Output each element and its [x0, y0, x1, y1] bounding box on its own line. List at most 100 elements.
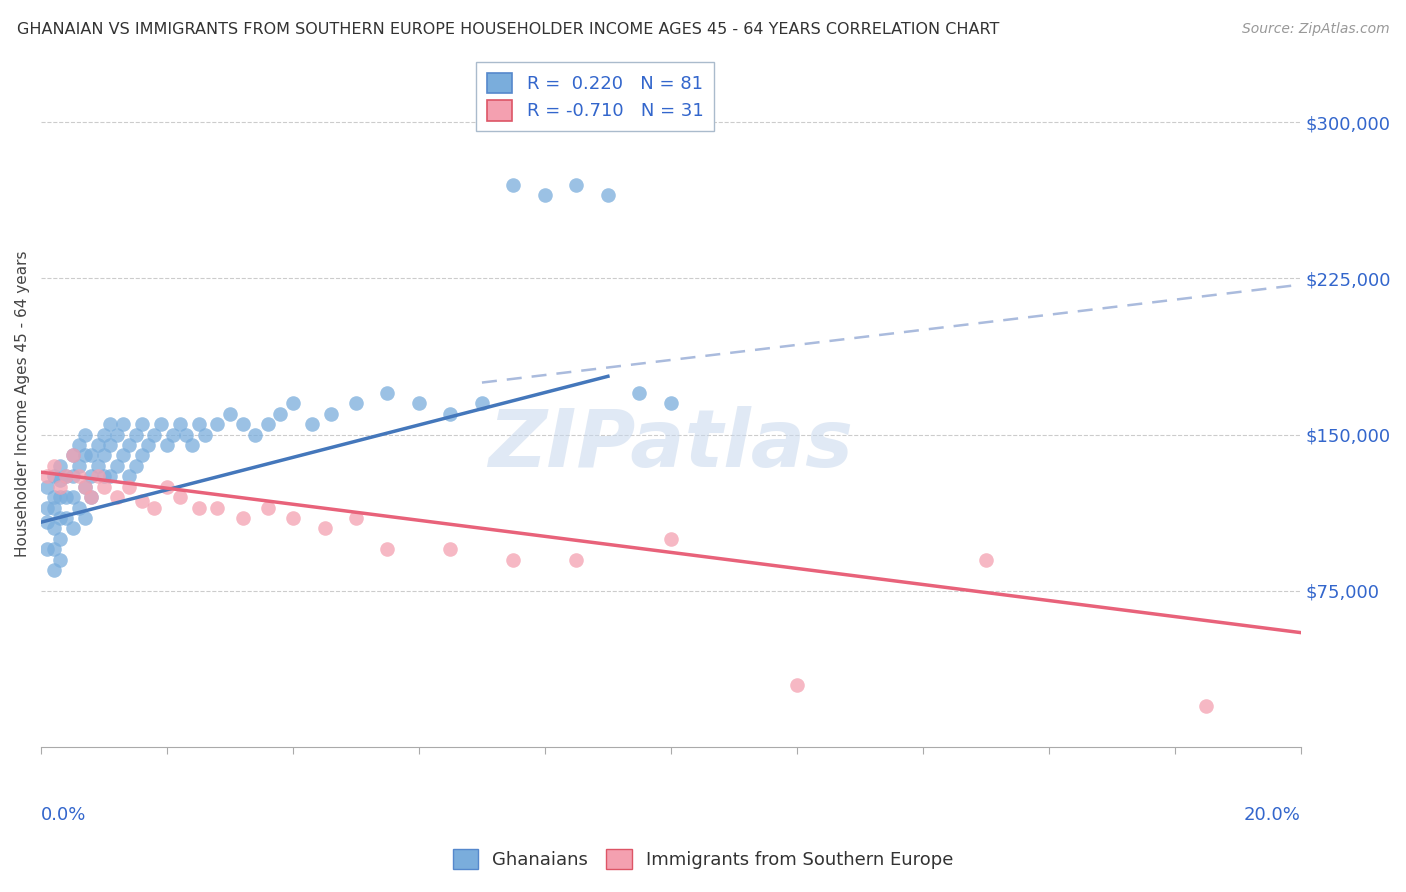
Point [143, 500, 166, 515]
Point [565, 552, 588, 566]
Point [75, 480, 97, 494]
Point [55, 469, 77, 483]
Point [149, 417, 172, 432]
Point [80, 490, 103, 504]
Point [169, 417, 191, 432]
Point [124, 458, 146, 473]
Point [42, 542, 65, 557]
Point [80, 490, 103, 504]
Point [87, 438, 110, 452]
Point [502, 552, 524, 566]
Point [377, 386, 399, 401]
Point [75, 480, 97, 494]
Point [37, 500, 59, 515]
Point [62, 449, 84, 463]
Point [439, 407, 461, 421]
Point [105, 458, 128, 473]
Point [124, 427, 146, 442]
Point [1195, 698, 1218, 713]
Text: Source: ZipAtlas.com: Source: ZipAtlas.com [1241, 22, 1389, 37]
Point [207, 417, 229, 432]
Point [181, 438, 204, 452]
Point [281, 511, 304, 525]
Point [439, 542, 461, 557]
Point [256, 500, 278, 515]
Text: GHANAIAN VS IMMIGRANTS FROM SOUTHERN EUROPE HOUSEHOLDER INCOME AGES 45 - 64 YEAR: GHANAIAN VS IMMIGRANTS FROM SOUTHERN EUR… [17, 22, 1000, 37]
Point [49, 474, 72, 488]
Point [344, 511, 367, 525]
Point [187, 417, 209, 432]
Text: ZIPatlas: ZIPatlas [488, 406, 853, 483]
Point [93, 427, 115, 442]
Point [55, 469, 77, 483]
Point [162, 427, 184, 442]
Point [55, 511, 77, 525]
Point [67, 438, 90, 452]
Point [232, 417, 254, 432]
Point [194, 427, 217, 442]
Point [408, 396, 430, 410]
Point [174, 427, 197, 442]
Point [100, 469, 122, 483]
Point [75, 511, 97, 525]
Point [49, 458, 72, 473]
Point [93, 449, 115, 463]
Point [49, 480, 72, 494]
Point [105, 427, 128, 442]
Point [143, 427, 166, 442]
Point [131, 494, 153, 508]
Point [156, 438, 179, 452]
Point [131, 417, 153, 432]
Point [169, 490, 191, 504]
Point [207, 500, 229, 515]
Point [219, 407, 242, 421]
Point [80, 449, 103, 463]
Point [80, 469, 103, 483]
Point [118, 438, 141, 452]
Point [42, 500, 65, 515]
Point [344, 396, 367, 410]
Point [974, 552, 997, 566]
Point [37, 480, 59, 494]
Point [62, 521, 84, 535]
Point [67, 500, 90, 515]
Point [100, 438, 122, 452]
Point [37, 469, 59, 483]
Point [118, 480, 141, 494]
Point [62, 490, 84, 504]
Point [628, 386, 651, 401]
Point [786, 678, 808, 692]
Point [187, 500, 209, 515]
Point [269, 407, 291, 421]
Point [62, 469, 84, 483]
Point [534, 188, 557, 202]
Point [565, 178, 588, 192]
Point [87, 469, 110, 483]
Point [42, 458, 65, 473]
Point [281, 396, 304, 410]
Point [49, 552, 72, 566]
Point [105, 490, 128, 504]
Point [377, 542, 399, 557]
Point [301, 417, 323, 432]
Point [111, 449, 134, 463]
Point [49, 511, 72, 525]
Point [319, 407, 342, 421]
Point [75, 449, 97, 463]
Legend: R =  0.220   N = 81, R = -0.710   N = 31: R = 0.220 N = 81, R = -0.710 N = 31 [477, 62, 714, 131]
Point [93, 469, 115, 483]
Point [471, 396, 494, 410]
Y-axis label: Householder Income Ages 45 - 64 years: Householder Income Ages 45 - 64 years [15, 250, 30, 557]
Point [67, 469, 90, 483]
Text: 20.0%: 20.0% [1244, 805, 1301, 823]
Point [111, 417, 134, 432]
Point [100, 417, 122, 432]
Point [49, 490, 72, 504]
Point [596, 188, 619, 202]
Point [659, 532, 682, 546]
Point [42, 521, 65, 535]
Point [55, 490, 77, 504]
Point [256, 417, 278, 432]
Point [93, 480, 115, 494]
Point [42, 563, 65, 577]
